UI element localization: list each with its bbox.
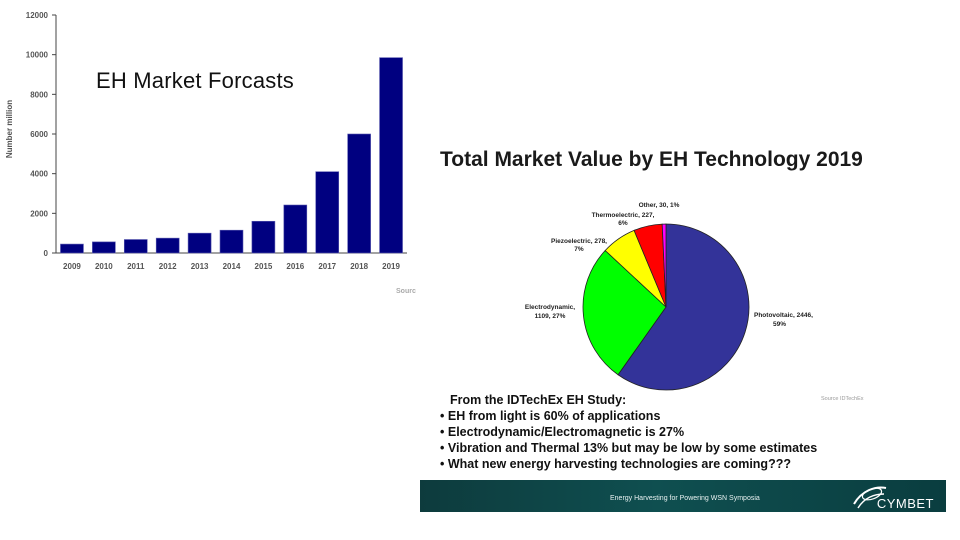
bar: [251, 220, 276, 254]
bar: [187, 232, 212, 254]
pie-slice-label: Photovoltaic, 2446,: [754, 312, 813, 319]
study-bullets: EH from light is 60% of applications Ele…: [440, 408, 817, 472]
footer-text: Energy Harvesting for Powering WSN Sympo…: [610, 495, 760, 502]
study-bullet: What new energy harvesting technologies …: [440, 456, 817, 472]
x-tick-label: 2014: [223, 262, 241, 271]
pie-slice-label: 1109, 27%: [535, 313, 566, 320]
bar: [60, 243, 84, 254]
brand-name: CYMBET: [876, 496, 934, 511]
pie-slice: [661, 223, 667, 308]
bar: [347, 133, 371, 254]
x-tick-label: 2011: [127, 262, 145, 271]
study-bullet: EH from light is 60% of applications: [440, 408, 817, 424]
pie-slice: [617, 223, 750, 391]
bar: [92, 241, 116, 254]
bar: [123, 239, 148, 254]
pie-chart-panel: Photovoltaic, 2446, 59% Electrodynamic, 110…: [420, 140, 940, 485]
y-tick-label: 0: [44, 249, 49, 258]
y-tick-label: 8000: [30, 90, 48, 99]
x-tick-label: 2019: [382, 262, 400, 271]
cymbet-logo-icon: [853, 486, 887, 509]
study-heading: From the IDTechEx EH Study:: [450, 393, 627, 407]
pie-chart: Photovoltaic, 2446, 59% Electrodynamic, 110…: [525, 202, 864, 400]
bar-chart: 0 2000 4000 6000 8000 10000 12000 Number millio…: [5, 11, 416, 295]
bar: [283, 204, 308, 254]
pie-slice-label: Electrodynamic,: [525, 304, 575, 311]
y-tick-label: 2000: [30, 209, 48, 218]
study-notes: From the IDTechEx EH Study: EH from ligh…: [440, 392, 817, 472]
y-tick-label: 6000: [30, 130, 48, 139]
pie-slice-label: 7%: [574, 246, 584, 253]
x-tick-label: 2018: [350, 262, 368, 271]
bar: [315, 171, 340, 254]
x-tick-label: 2013: [191, 262, 209, 271]
x-tick-label: 2015: [255, 262, 273, 271]
y-tick-label: 4000: [30, 170, 48, 179]
study-bullet: Vibration and Thermal 13% but may be low…: [440, 440, 817, 456]
x-tick-label: 2009: [63, 262, 81, 271]
pie-slice-label: 6%: [618, 220, 628, 227]
y-axis-label: Number million: [5, 100, 14, 158]
pie-slice-label: Piezoelectric, 278,: [551, 238, 607, 245]
pie-slice-label: Thermoelectric, 227,: [592, 212, 655, 219]
footer-banner: Energy Harvesting for Powering WSN Sympo…: [420, 480, 946, 512]
pie-source-note: Source IDTechEx: [821, 396, 864, 400]
study-bullet: Electrodynamic/Electromagnetic is 27%: [440, 424, 817, 440]
x-tick-label: 2017: [318, 262, 336, 271]
pie-slice: [582, 249, 667, 376]
y-tick-label: 12000: [26, 11, 49, 20]
x-tick-label: 2010: [95, 262, 113, 271]
bar: [219, 229, 244, 254]
pie-slice-label: 59%: [773, 321, 786, 328]
x-tick-label: 2016: [286, 262, 304, 271]
x-tick-label: 2012: [159, 262, 177, 271]
source-note: Sourc: [396, 288, 416, 295]
slide-title: EH Market Forcasts: [96, 68, 294, 93]
bar: [379, 57, 403, 254]
bar: [155, 237, 180, 254]
y-tick-label: 10000: [26, 51, 49, 60]
pie-chart-title: Total Market Value by EH Technology 2019: [440, 148, 863, 171]
pie-slice-label: Other, 30, 1%: [639, 202, 680, 209]
